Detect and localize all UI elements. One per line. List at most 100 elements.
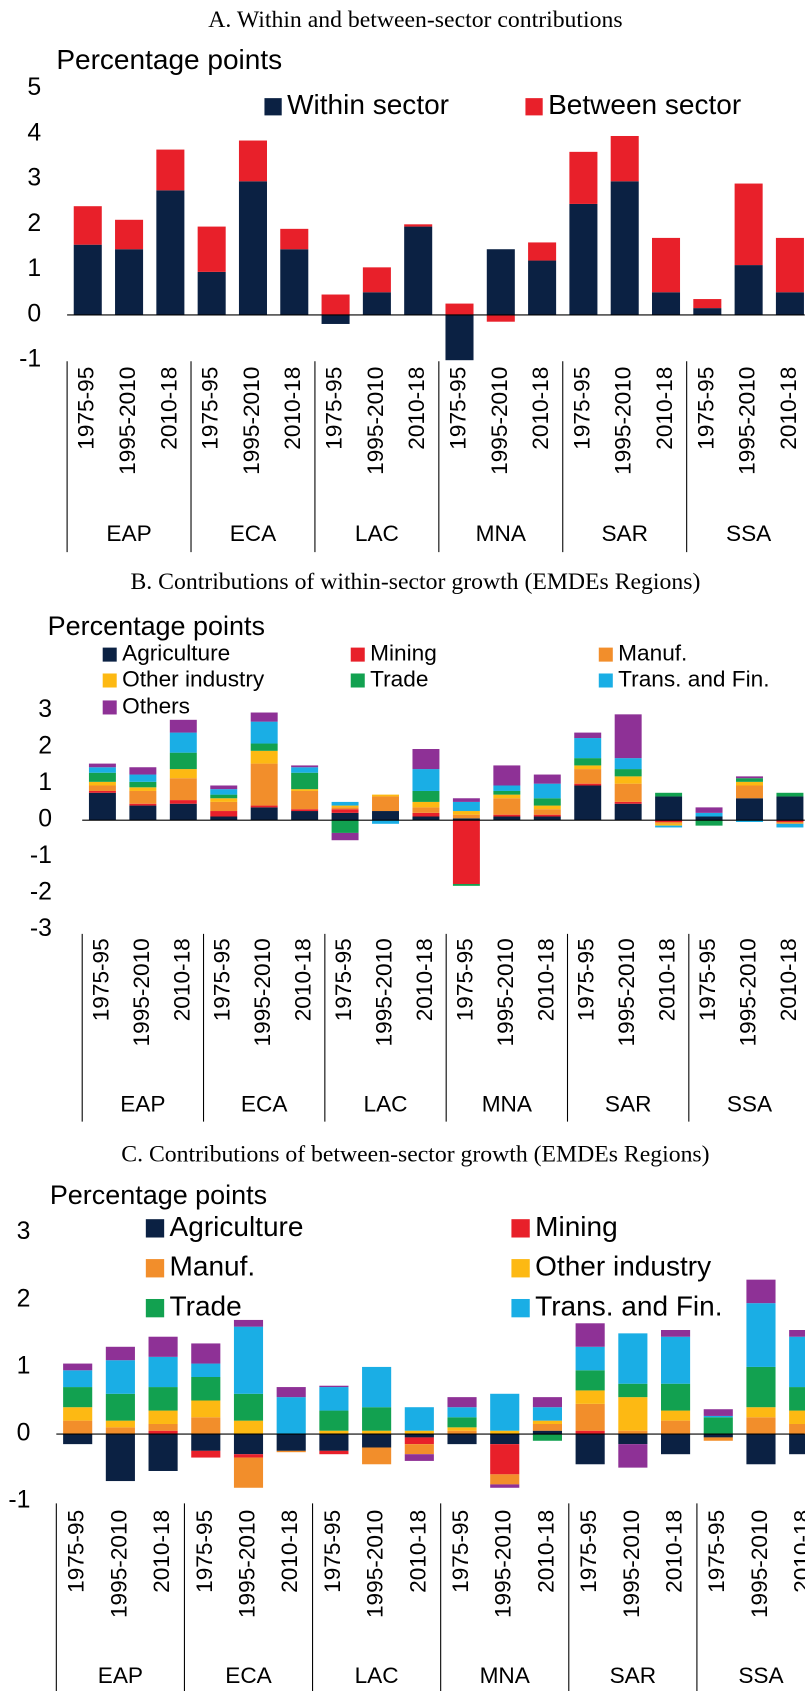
bar-segment: [291, 789, 319, 791]
x-tick-label: 1995-2010: [491, 1510, 516, 1618]
bar-segment: [614, 803, 642, 821]
bar-segment: [233, 1393, 264, 1421]
bar-segment: [490, 1393, 520, 1431]
x-tick-label: 1995-2010: [747, 1510, 772, 1618]
legend-swatch: [511, 1219, 530, 1238]
legend-swatch: [145, 1219, 165, 1238]
legend-label: Within sector: [287, 89, 449, 120]
x-tick-label: 2010-18: [405, 1510, 430, 1593]
x-tick-label: 2010-18: [790, 1510, 805, 1593]
x-tick-label: 1995-2010: [611, 367, 636, 475]
x-tick-label: 1975-95: [64, 1510, 89, 1593]
bar-segment: [776, 796, 804, 821]
x-tick-label: 1975-95: [574, 938, 599, 1021]
bar-segment: [789, 1410, 805, 1424]
bar-segment: [238, 140, 267, 182]
bar-segment: [574, 738, 602, 759]
x-tick-label: 1995-2010: [735, 938, 760, 1046]
x-tick-label: 1975-95: [74, 367, 99, 450]
bar-segment: [291, 811, 319, 821]
bar-segment: [695, 816, 723, 821]
bar-segment: [210, 801, 238, 812]
bar-segment: [574, 758, 602, 766]
x-tick-label: 2010-18: [528, 367, 553, 450]
y-tick-label: 1: [27, 255, 41, 282]
x-tick-label: 1995-2010: [234, 1510, 259, 1618]
bar-segment: [105, 1346, 135, 1361]
x-tick-label: 1995-2010: [115, 367, 140, 475]
group-label: MNA: [480, 1663, 531, 1688]
bar-segment: [169, 732, 197, 753]
bar-segment: [404, 1434, 434, 1438]
bar-segment: [533, 816, 561, 821]
bar-segment: [486, 314, 515, 322]
bar-segment: [447, 1427, 477, 1431]
bar-segment: [447, 1417, 477, 1428]
bar-segment: [88, 785, 116, 791]
bar-segment: [156, 149, 185, 191]
bar-segment: [493, 785, 521, 791]
bar-segment: [493, 798, 521, 815]
bar-segment: [493, 790, 521, 795]
legend-label: Others: [122, 693, 190, 718]
x-tick-label: 1995-2010: [129, 938, 154, 1046]
bar-segment: [63, 1420, 93, 1435]
bar-segment: [486, 249, 515, 315]
x-tick-label: 2010-18: [662, 1510, 687, 1593]
bar-segment: [88, 763, 116, 768]
bar-segment: [693, 299, 722, 309]
bar-segment: [280, 249, 309, 315]
bar-segment: [661, 1330, 691, 1337]
bar-segment: [319, 1387, 349, 1411]
x-tick-label: 1995-2010: [493, 938, 518, 1046]
bar-segment: [447, 1430, 477, 1435]
group-label: SSA: [738, 1663, 784, 1688]
bar-segment: [169, 778, 197, 801]
bar-segment: [661, 1336, 691, 1384]
bar-segment: [148, 1336, 178, 1357]
bar-segment: [276, 1450, 306, 1453]
bar-segment: [532, 1397, 563, 1408]
bar-segment: [321, 294, 350, 315]
bar-segment: [412, 749, 440, 770]
bar-segment: [452, 820, 480, 885]
bar-segment: [412, 801, 440, 808]
bar-segment: [129, 803, 157, 806]
x-tick-label: 1975-95: [192, 1510, 217, 1593]
bar-segment: [362, 1447, 392, 1465]
bar-segment: [210, 789, 238, 795]
bar-segment: [452, 811, 480, 815]
legend-label: Mining: [535, 1211, 618, 1242]
x-tick-label: 2010-18: [280, 367, 305, 450]
x-tick-label: 1995-2010: [619, 1510, 644, 1618]
bar-segment: [746, 1417, 776, 1435]
group-label: EAP: [120, 1091, 165, 1116]
bar-segment: [574, 765, 602, 770]
legend-swatch: [598, 673, 613, 688]
bar-segment: [191, 1417, 221, 1435]
bar-segment: [115, 249, 144, 315]
bar-segment: [447, 1397, 477, 1408]
bar-segment: [129, 805, 157, 821]
bar-segment: [233, 1454, 264, 1458]
group-label: SAR: [601, 521, 648, 546]
legend-label: Mining: [370, 641, 437, 666]
chart-title: B. Contributions of within-sector growth…: [131, 569, 701, 595]
bar-segment: [169, 769, 197, 779]
bar-segment: [490, 1430, 520, 1435]
x-tick-label: 1995-2010: [250, 938, 275, 1046]
bar-segment: [319, 1450, 349, 1455]
bar-segment: [776, 820, 804, 822]
x-tick-label: 1975-95: [576, 1510, 601, 1593]
group-label: LAC: [364, 1091, 408, 1116]
bar-segment: [250, 763, 278, 806]
x-tick-label: 1995-2010: [487, 367, 512, 475]
bar-segment: [291, 765, 319, 768]
legend-label: Other industry: [122, 666, 265, 691]
bar-segment: [250, 721, 278, 744]
bar-segment: [736, 778, 763, 782]
y-tick-label: 1: [38, 769, 52, 796]
bar-segment: [789, 1336, 805, 1388]
bar-segment: [452, 818, 480, 821]
